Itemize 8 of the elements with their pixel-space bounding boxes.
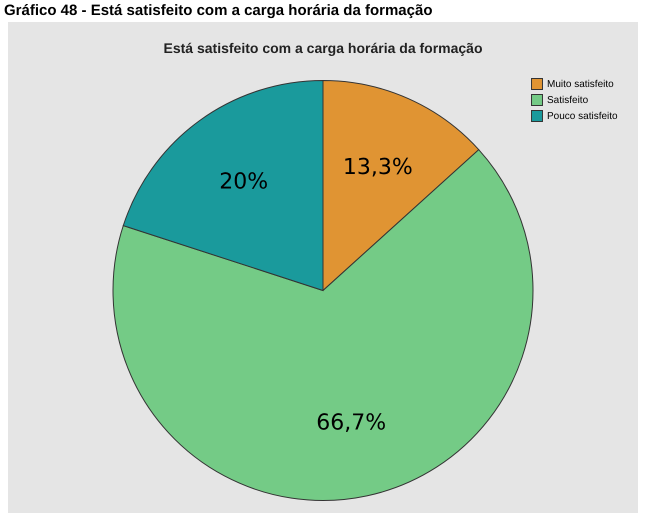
chart-title: Gráfico 48 - Está satisfeito com a carga horária da formação <box>3 1 434 21</box>
legend-label: Satisfeito <box>547 95 589 106</box>
legend-label: Pouco satisfeito <box>547 111 618 122</box>
chart-subtitle: Está satisfeito com a carga horária da formação <box>163 40 483 56</box>
legend-label: Muito satisfeito <box>547 79 614 90</box>
data-label: 66,7% <box>316 410 386 436</box>
data-label: 20% <box>219 169 268 194</box>
data-label: 13,3% <box>342 155 413 180</box>
